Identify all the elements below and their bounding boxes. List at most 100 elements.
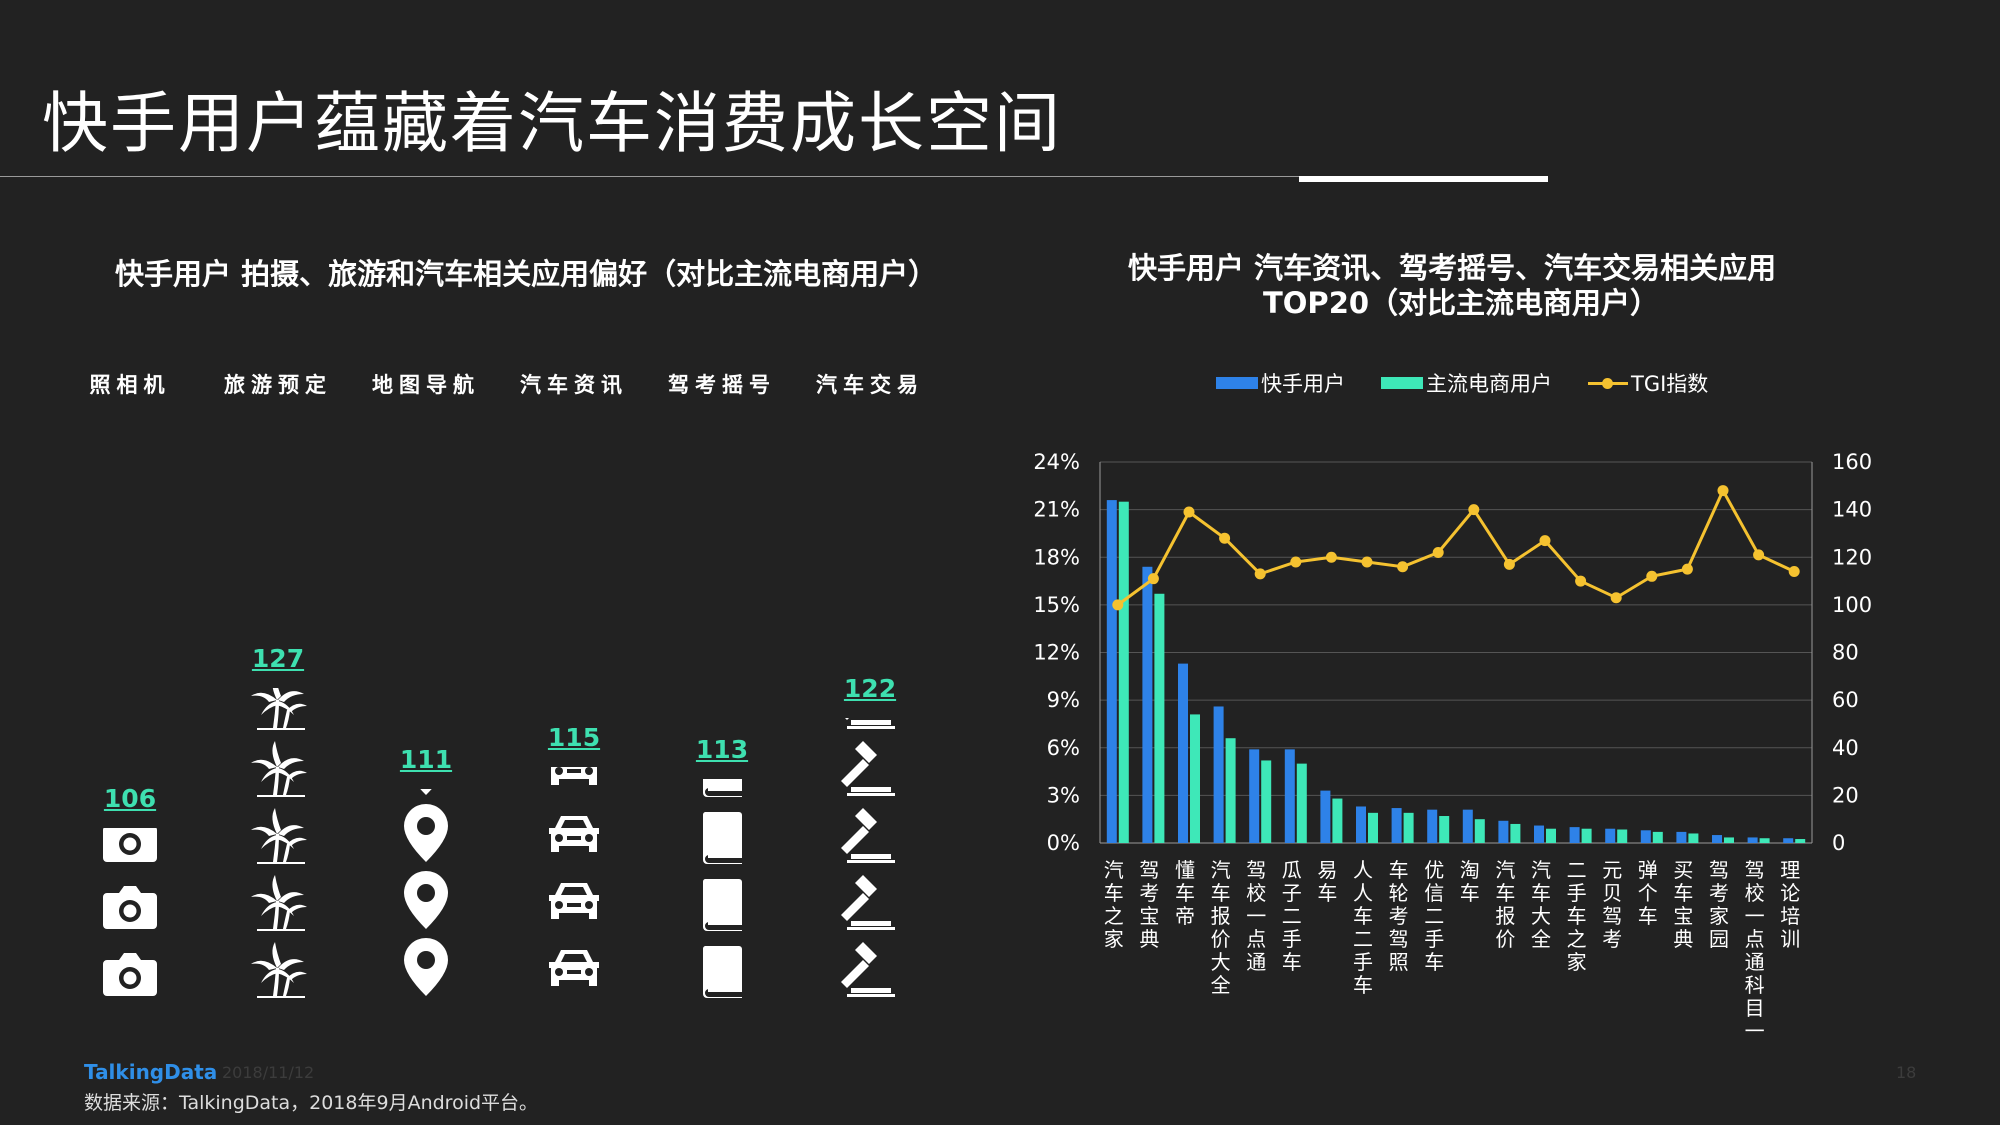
palm-tree-icon (243, 737, 313, 797)
tgi-point (1147, 573, 1159, 585)
x-tick-label-char: 目 (1745, 996, 1765, 1020)
tgi-point (1753, 549, 1765, 561)
bar-ecommerce (1617, 829, 1628, 843)
x-tick-label-char: 科 (1745, 973, 1765, 997)
palm-tree-icon (243, 688, 313, 730)
x-tick-label-char: 车 (1424, 950, 1444, 974)
tgi-point (1254, 568, 1266, 580)
y-right-tick-label: 20 (1832, 783, 1859, 807)
x-tick-label-char: 考 (1602, 927, 1622, 951)
legend-item-tgi: TGI指数 (1588, 368, 1708, 398)
page-number: 18 (1896, 1063, 1917, 1082)
tgi-point (1788, 566, 1800, 578)
y-left-tick-label: 18% (1033, 545, 1080, 569)
x-tick-label-char: 贝 (1602, 881, 1622, 905)
tgi-line (1116, 487, 1795, 607)
category-label: 驾考摇号 (668, 373, 776, 397)
bar-ecommerce (1510, 823, 1521, 843)
x-tick-label-char: 二 (1567, 858, 1587, 882)
right-panel-title-line2: TOP20（对比主流电商用户） (1263, 286, 1660, 320)
x-tick-label-char: 车 (1567, 904, 1587, 928)
x-tick-label-char: 价 (1495, 927, 1515, 951)
bar-ecommerce (1795, 839, 1806, 843)
bar-kuaishou (1142, 566, 1153, 843)
bar-ecommerce (1439, 816, 1450, 843)
tgi-point (1112, 599, 1124, 611)
x-tick-label-char: 之 (1104, 904, 1124, 928)
x-tick-label-char: 弹 (1638, 858, 1658, 882)
x-tick-label-char: 车 (1175, 881, 1195, 905)
category-value: 111 (399, 745, 453, 774)
map-pin-icon (391, 789, 461, 797)
tgi-point (1610, 592, 1622, 604)
y-left-tick-label: 9% (1047, 688, 1080, 712)
bar-ecommerce (1190, 714, 1200, 843)
x-tick-label-char: 车 (1353, 973, 1373, 997)
car-icon (539, 938, 609, 998)
x-tick-label-char: 园 (1709, 927, 1729, 951)
x-tick-label-char: 二 (1282, 904, 1302, 928)
x-tick-label-char: 车 (1673, 881, 1693, 905)
bar-kuaishou (1676, 831, 1687, 843)
x-tick-label-char: 一 (1745, 1019, 1765, 1043)
y-right-tick-label: 80 (1832, 641, 1859, 665)
car-icon (539, 871, 609, 931)
x-tick-label-char: 手 (1567, 881, 1587, 905)
x-tick-label-char: 理 (1780, 858, 1800, 882)
gavel-icon (835, 737, 905, 797)
x-tick-label-char: 报 (1211, 904, 1231, 928)
bar-kuaishou (1569, 827, 1580, 843)
x-tick-label-char: 之 (1567, 927, 1587, 951)
category-label: 照相机 (89, 373, 171, 397)
bar-ecommerce (1652, 831, 1663, 843)
book-icon (687, 804, 757, 864)
x-tick-label-char: 点 (1246, 927, 1266, 951)
tgi-point (1575, 575, 1587, 587)
bar-ecommerce (1724, 837, 1734, 843)
gavel-icon (835, 718, 905, 730)
bar-kuaishou (1498, 820, 1509, 843)
tgi-point (1325, 551, 1337, 563)
bar-ecommerce (1225, 738, 1236, 843)
bar-kuaishou (1462, 809, 1473, 843)
y-left-tick-label: 15% (1033, 593, 1080, 617)
bar-kuaishou (1320, 790, 1331, 843)
x-tick-label-char: 典 (1673, 927, 1693, 951)
y-left-tick-label: 12% (1033, 641, 1080, 665)
y-left-tick-label: 0% (1047, 831, 1080, 855)
x-tick-label-char: 元 (1602, 858, 1622, 882)
title-divider-accent (1299, 176, 1548, 182)
bar-kuaishou (1213, 706, 1224, 843)
category-label: 旅游预定 (224, 373, 332, 397)
y-right-tick-label: 0 (1832, 831, 1845, 855)
x-tick-label-char: 二 (1424, 904, 1444, 928)
tgi-point (1432, 546, 1444, 558)
car-icon (539, 804, 609, 864)
book-icon (687, 779, 757, 797)
tgi-point (1503, 558, 1515, 570)
x-tick-label-char: 买 (1673, 858, 1693, 882)
x-tick-label-char: 驾 (1389, 927, 1409, 951)
bar-kuaishou (1356, 806, 1366, 843)
x-tick-label-char: 车 (1638, 904, 1658, 928)
bar-kuaishou (1427, 809, 1438, 843)
x-tick-label-char: 汽 (1531, 858, 1551, 882)
bar-ecommerce (1261, 760, 1272, 843)
x-tick-label-char: 轮 (1389, 881, 1409, 905)
x-tick-label-char: 一 (1246, 904, 1266, 928)
tgi-point (1681, 563, 1693, 575)
bar-ecommerce (1474, 819, 1485, 843)
x-tick-label-char: 校 (1745, 881, 1765, 905)
palm-tree-icon (243, 804, 313, 864)
x-tick-label-char: 淘 (1460, 858, 1480, 882)
bar-kuaishou (1284, 749, 1295, 843)
camera-icon (95, 828, 165, 864)
tgi-point (1539, 535, 1551, 547)
left-panel-title: 快手用户 拍摄、旅游和汽车相关应用偏好（对比主流电商用户） (115, 257, 938, 291)
tgi-point (1397, 561, 1409, 573)
x-tick-label-char: 一 (1745, 904, 1765, 928)
tgi-point (1290, 556, 1302, 568)
x-tick-label-char: 车 (1460, 881, 1480, 905)
category-label: 汽车交易 (816, 373, 924, 397)
category-value: 113 (695, 735, 749, 764)
